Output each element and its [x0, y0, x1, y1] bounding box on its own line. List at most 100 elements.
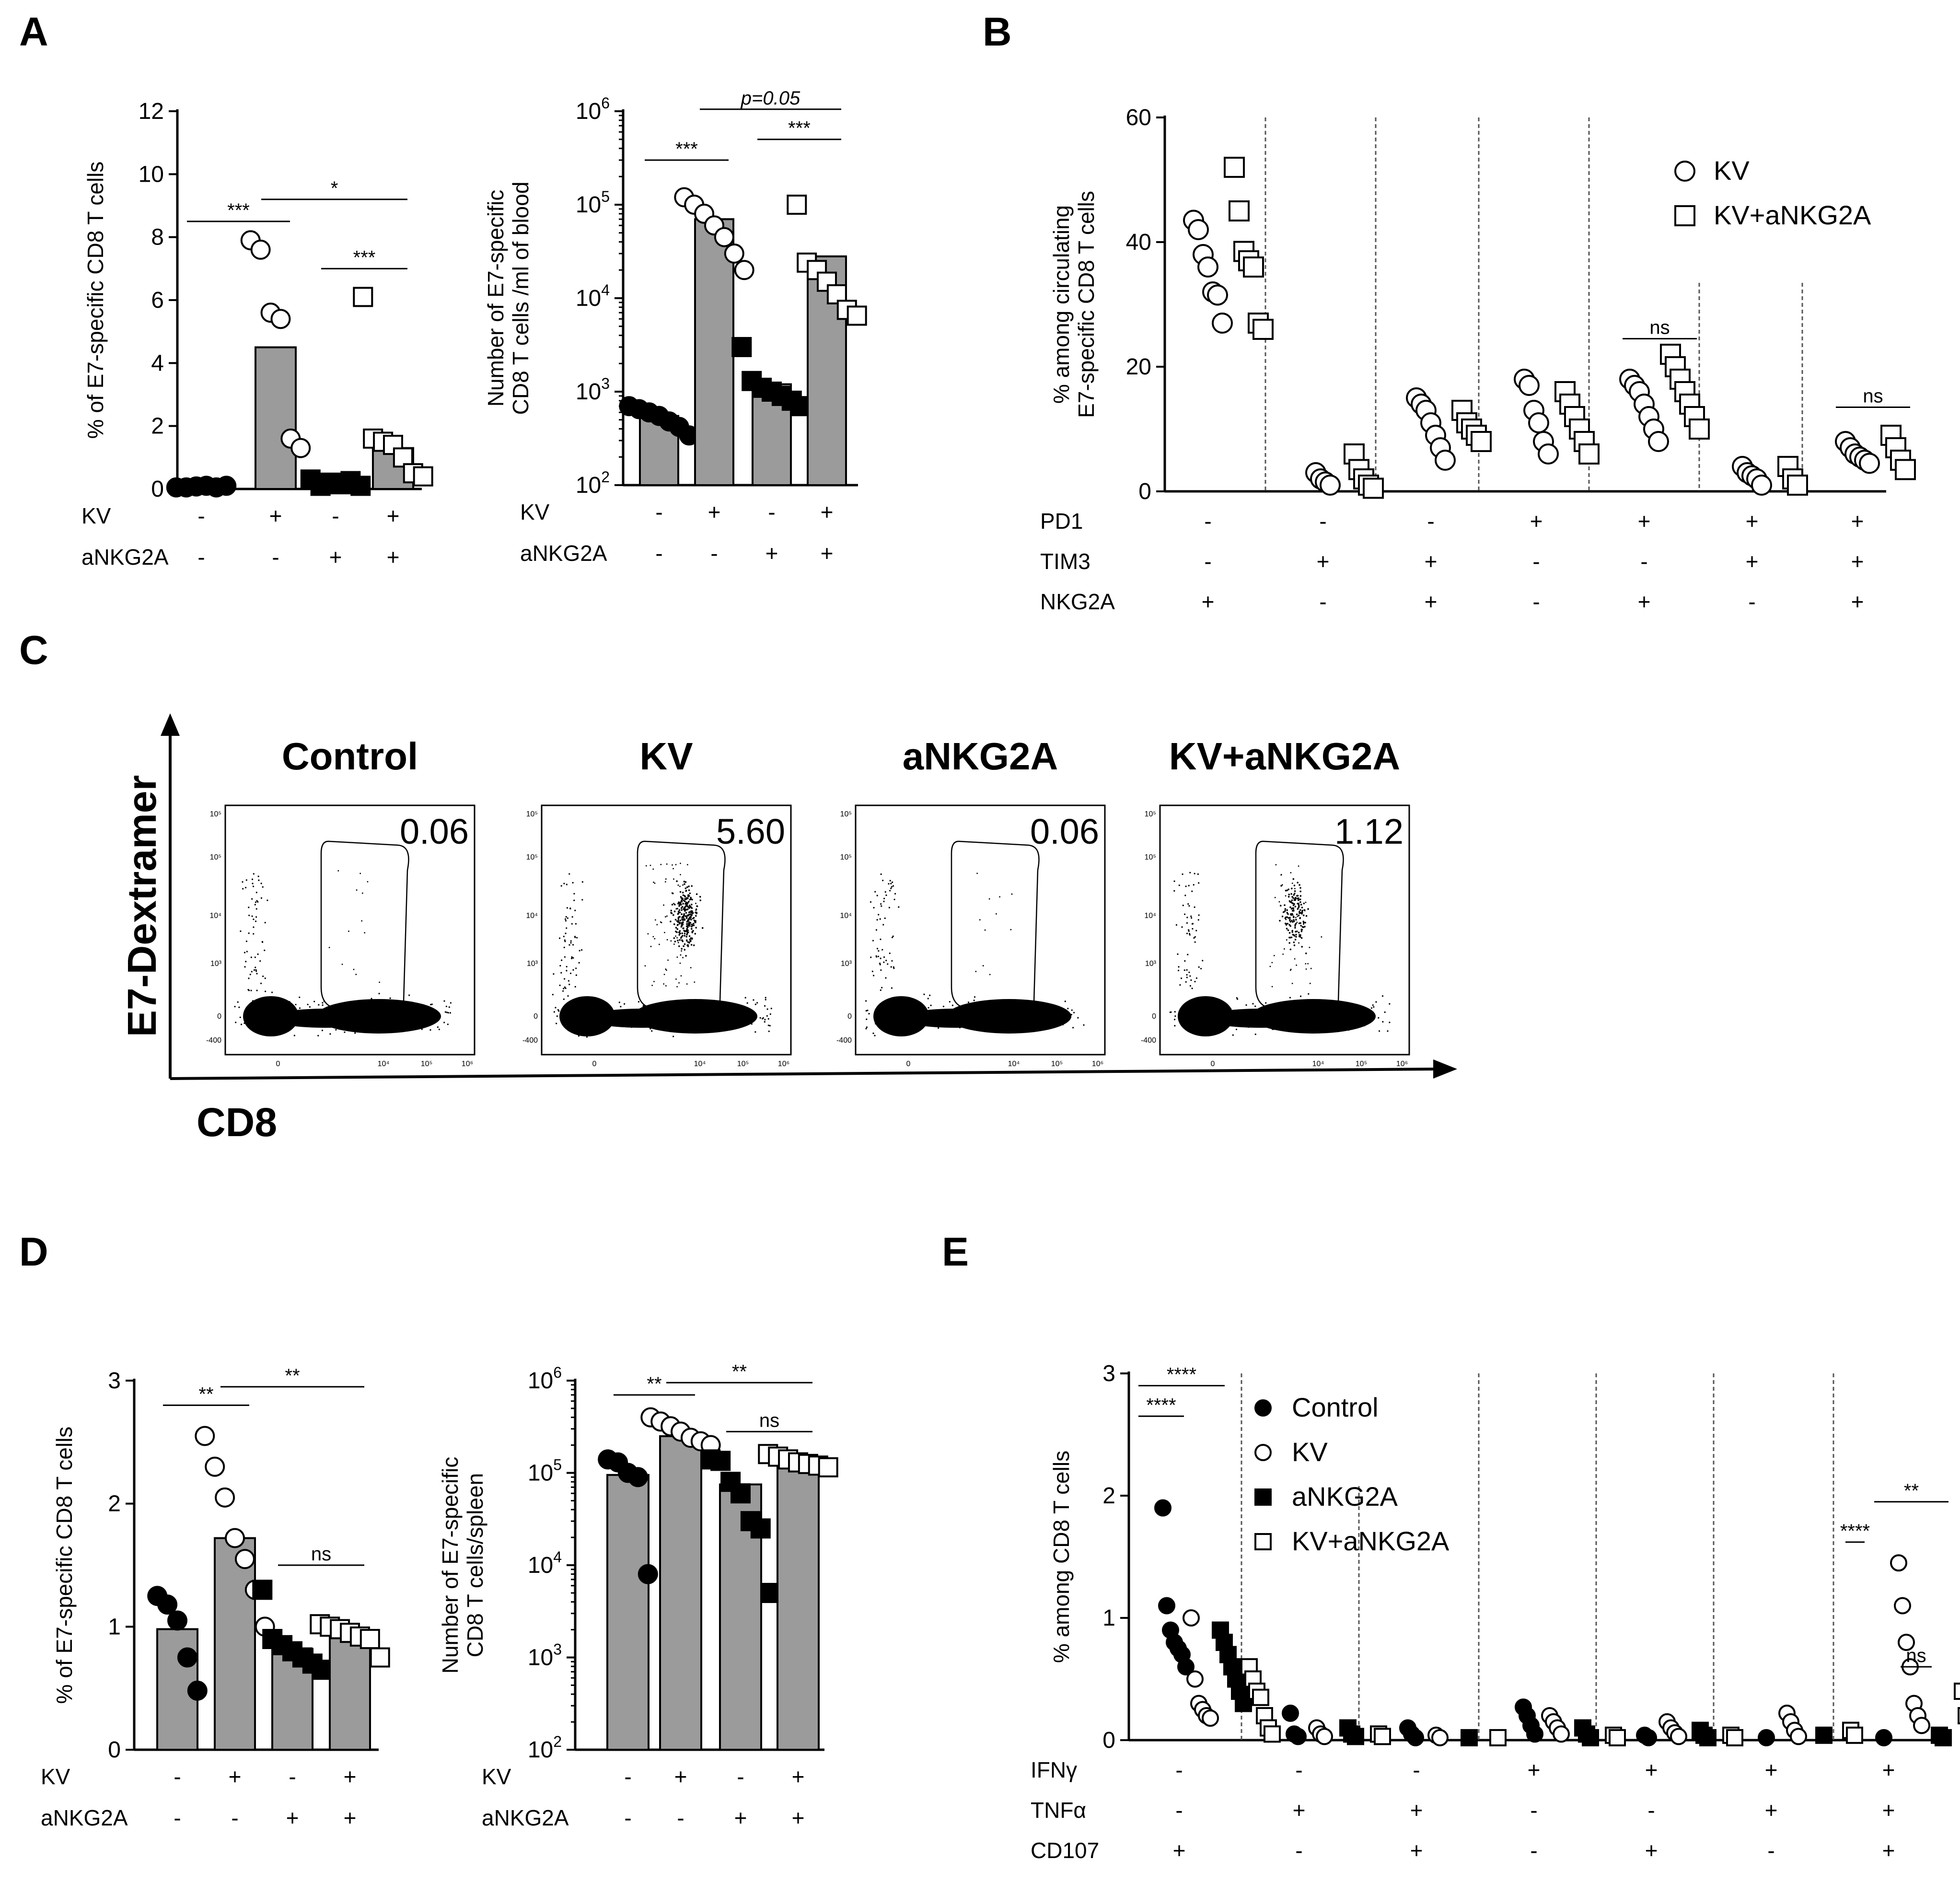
flow-dot-sparse-3-34 [1304, 910, 1306, 912]
flow-dot-cloud-3-82 [1300, 937, 1303, 939]
flow-dot-up-0-28 [252, 885, 255, 887]
chart-e-legend-label-2: aNKG2A [1292, 1481, 1398, 1511]
chart-a2-ankg2a-1: - [710, 541, 718, 566]
flow-dot-sparse-1-60 [666, 863, 668, 865]
flow-dot-cloud-3-49 [1298, 906, 1300, 908]
flow-dot-3-112 [1211, 1022, 1213, 1024]
flow-dot-sparse-3-2 [1285, 895, 1287, 897]
flow-dot-cloud-3-25 [1287, 888, 1289, 891]
flow-dot-sparse-3-1 [1305, 968, 1307, 970]
flow-dot-up-3-53 [1191, 988, 1193, 989]
flow-dot-up-0-15 [251, 878, 254, 880]
flow-dot-2-129 [973, 1006, 975, 1008]
panel-label-b: B [983, 9, 1012, 54]
flow-dot-up-1-25 [559, 965, 561, 967]
flow-dot-0-1 [332, 1015, 334, 1017]
chart-d1-ankg2a-3: + [344, 1805, 357, 1830]
flow-dot-cloud-3-83 [1299, 890, 1301, 893]
flow-dot-sparse-1-57 [673, 878, 674, 880]
flow-dot-cloud-1-150 [680, 904, 682, 906]
flow-dot-1-16 [694, 1018, 696, 1021]
flow-dot-up-0-46 [256, 989, 258, 991]
flow-dot-cloud-1-15 [676, 928, 679, 930]
flow-dot-2-82 [895, 1023, 897, 1024]
flow-dot-3-61 [1224, 1021, 1226, 1023]
flow-dot-2-103 [1001, 1031, 1003, 1033]
flow-dot-2-135 [943, 1018, 945, 1020]
flow-dot-cloud-3-136 [1287, 923, 1289, 925]
flow-plot-ytick-3-5: -400 [1141, 1036, 1156, 1045]
flow-dot-3-129 [1209, 1011, 1211, 1014]
flow-plot-xtick-1-3: 10⁶ [778, 1060, 789, 1068]
flow-dot-3-144 [1322, 1009, 1324, 1011]
chart-d1-point-3-5 [360, 1629, 380, 1649]
chart-e-row-cd107-6: + [1882, 1838, 1895, 1863]
flow-dot-1-18 [705, 1020, 707, 1022]
flow-dot-1-22 [580, 1023, 581, 1024]
chart-e-row-cd107-5: - [1767, 1838, 1774, 1863]
flow-dot-1-145 [742, 1025, 744, 1027]
chart-e-ytick-label-2: 2 [1102, 1483, 1115, 1509]
flow-dot-3-74 [1338, 1007, 1340, 1009]
flow-dot-up-2-56 [883, 900, 885, 902]
flow-dot-3-130 [1252, 1003, 1254, 1005]
flow-dot-1-44 [552, 994, 554, 996]
flow-dot-cloud-3-116 [1289, 917, 1291, 919]
flow-dot-2-47 [912, 1023, 914, 1025]
flow-dot-up-2-9 [893, 966, 894, 968]
flow-dot-0-103 [332, 1012, 334, 1015]
flow-dot-up-0-44 [258, 879, 260, 881]
flow-dot-2-112 [997, 1015, 999, 1018]
flow-dot-1-95 [634, 1012, 636, 1014]
flow-dot-1-133 [660, 1013, 662, 1015]
chart-a1-sig-2-label: *** [353, 247, 376, 268]
flow-dot-cloud-1-176 [670, 920, 672, 922]
flow-dot-up-2-15 [885, 894, 887, 896]
chart-d2-point-2-3 [731, 1483, 751, 1504]
flow-dot-0-11 [287, 1017, 289, 1019]
flow-dot-1-136 [656, 1019, 658, 1021]
flow-dot-cloud-1-134 [688, 911, 690, 913]
flow-dot-2-63 [982, 1022, 985, 1023]
chart-b-row-tim3-5: + [1746, 549, 1759, 574]
chart-a2-row-ankg2a: aNKG2A [520, 541, 607, 566]
flow-dot-up-2-43 [891, 987, 893, 989]
chart-a2-ytick-exp-4: 4 [601, 281, 610, 299]
flow-dot-sparse-0-11 [353, 968, 355, 970]
flow-dot-cloud-1-237 [678, 945, 680, 947]
flow-dot-3-151 [1186, 1005, 1188, 1008]
flow-dot-2-137 [890, 1012, 892, 1014]
flow-dot-1-34 [767, 1024, 769, 1026]
flow-dot-0-76 [245, 1018, 247, 1021]
flow-dot-1-96 [671, 1008, 673, 1010]
flow-dot-up-2-29 [880, 957, 881, 959]
flow-dot-1-7 [657, 1007, 659, 1009]
flow-dot-up-0-26 [253, 873, 255, 875]
flow-dot-2-15 [967, 1020, 970, 1022]
flow-dot-cloud-3-101 [1293, 941, 1295, 943]
flow-dot-0-93 [259, 1004, 261, 1006]
flow-dot-cloud-1-254 [676, 920, 678, 922]
flow-dot-up-2-38 [893, 898, 895, 900]
chart-e-point-4-control-1 [1640, 1729, 1657, 1746]
flow-dot-cloud-1-157 [678, 909, 681, 911]
flow-dot-sparse-1-53 [676, 986, 678, 988]
flow-dot-2-122 [951, 1010, 953, 1011]
flow-dot-cloud-3-92 [1286, 889, 1288, 892]
flow-dot-sparse-1-45 [680, 975, 682, 976]
flow-dot-1-59 [591, 1025, 594, 1028]
flow-dot-1-83 [750, 1019, 752, 1021]
chart-d1-kv-2: - [289, 1764, 296, 1789]
flow-dot-up-3-9 [1173, 890, 1175, 892]
flow-dot-up-3-4 [1184, 913, 1186, 915]
flow-dot-up-0-56 [245, 879, 247, 881]
flow-dot-up-0-4 [257, 875, 259, 877]
flow-dot-sparse-3-39 [1280, 874, 1282, 876]
flow-dot-up-3-39 [1188, 930, 1190, 932]
chart-b-point-2-kv-6 [1435, 450, 1456, 471]
flow-dot-3-85 [1369, 1016, 1371, 1018]
flow-dot-2-158 [1050, 1010, 1052, 1012]
flow-dot-0-115 [378, 993, 380, 995]
chart-b-point-5-kvn-2 [1787, 475, 1808, 496]
